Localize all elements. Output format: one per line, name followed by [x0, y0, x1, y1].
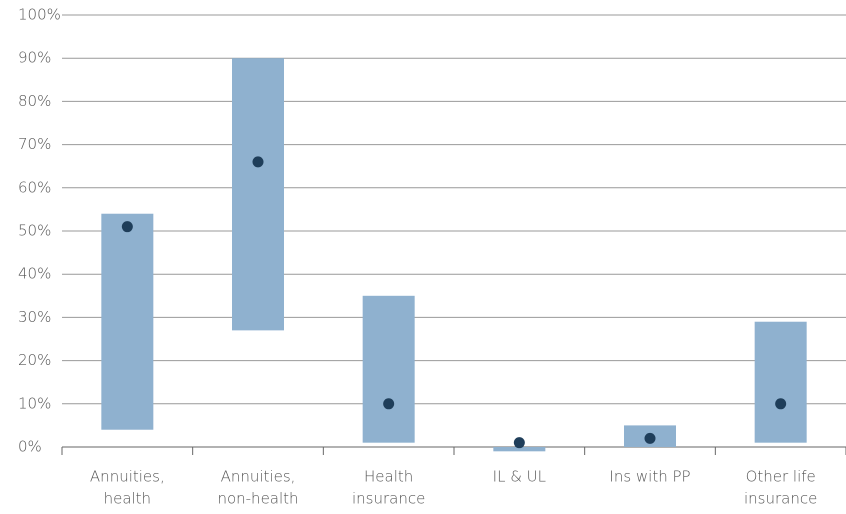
- range-bar: [101, 213, 154, 430]
- y-tick-label: 70%: [18, 135, 51, 153]
- y-tick-label: 90%: [18, 49, 51, 67]
- x-tick-label: IL & UL: [493, 468, 546, 486]
- x-tick-label: Annuities,: [221, 468, 296, 486]
- y-tick-label: 80%: [18, 92, 51, 110]
- x-tick-label: health: [104, 490, 151, 508]
- median-point: [513, 437, 525, 449]
- y-tick-label: 20%: [18, 351, 51, 369]
- median-point: [775, 398, 787, 410]
- range-bar: [754, 321, 807, 443]
- median-point: [252, 156, 264, 168]
- y-tick-label: 10%: [18, 394, 51, 412]
- range-bar: [232, 58, 284, 331]
- y-tick-label: 0%: [18, 438, 42, 456]
- y-tick-label: 30%: [18, 308, 51, 326]
- x-tick-label: Other life: [746, 468, 816, 486]
- x-tick-label: non-health: [217, 490, 298, 508]
- x-tick-label: insurance: [352, 490, 425, 508]
- x-tick-label: insurance: [744, 490, 817, 508]
- y-tick-label: 40%: [18, 265, 51, 283]
- median-point: [644, 432, 656, 444]
- x-tick-label: Ins with PP: [609, 468, 690, 486]
- median-point: [121, 221, 133, 233]
- x-tick-label: Annuities,: [90, 468, 165, 486]
- range-bar: [362, 295, 415, 443]
- x-tick-label: Health: [364, 468, 413, 486]
- median-point: [383, 398, 395, 410]
- y-tick-label: 50%: [18, 222, 51, 240]
- y-tick-label: 60%: [18, 178, 51, 196]
- y-tick-label: 100%: [18, 6, 61, 24]
- range-bar: [493, 447, 546, 452]
